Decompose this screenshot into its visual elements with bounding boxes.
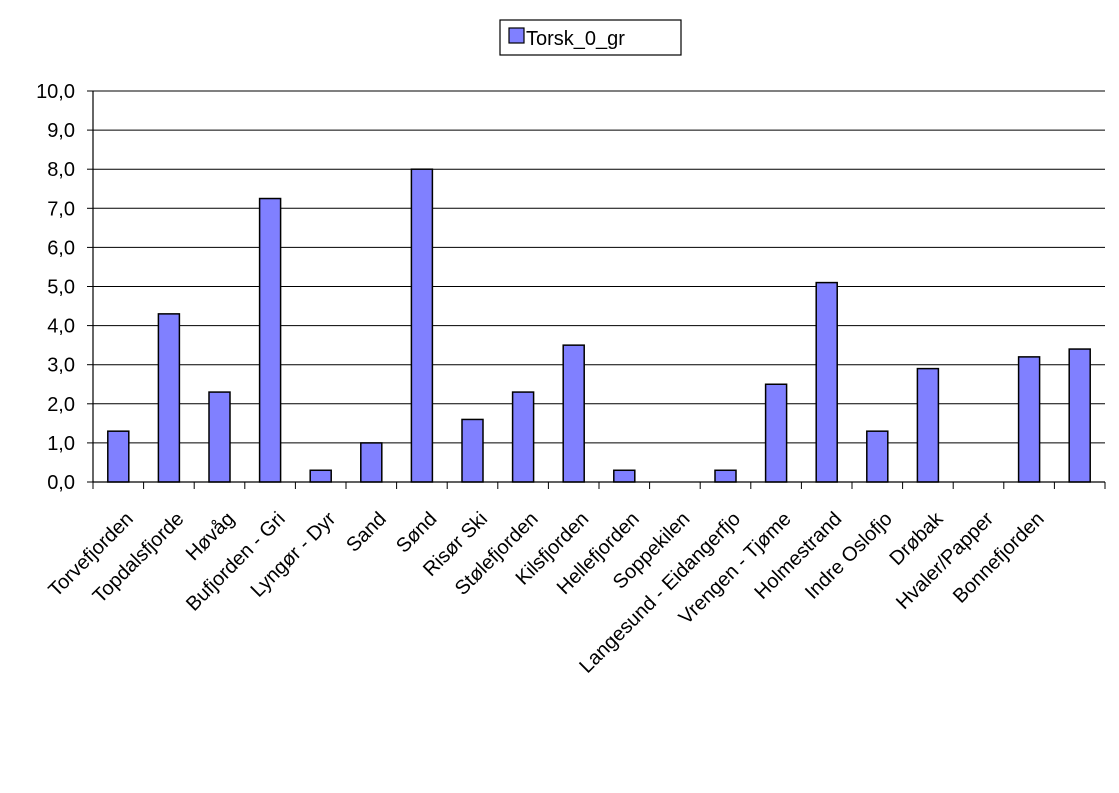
y-tick-label: 7,0: [47, 198, 75, 220]
bar: [360, 442, 383, 483]
bar: [1068, 348, 1091, 483]
bar: [208, 391, 231, 483]
bar: [866, 430, 889, 483]
x-axis: TorvefjordenTopdalsfjordeHøvågBufjorden …: [44, 481, 1106, 678]
bar: [1017, 356, 1041, 483]
bar: [107, 430, 130, 483]
bar: [157, 313, 181, 483]
y-tick-label: 9,0: [47, 120, 75, 142]
bar: [258, 197, 282, 483]
bar: [562, 344, 585, 483]
bar: [764, 383, 788, 483]
y-tick-label: 4,0: [47, 316, 75, 338]
x-tick-label: Sand: [342, 508, 391, 557]
legend-box: [499, 19, 682, 56]
bars: [107, 168, 1091, 483]
y-tick-label: 5,0: [47, 277, 75, 299]
bar: [461, 418, 484, 483]
bar: [511, 391, 535, 483]
y-tick-label: 0,0: [47, 472, 75, 494]
y-tick-label: 6,0: [47, 237, 75, 259]
y-axis: 0,0 1,0 2,0 3,0 4,0 5,0 6,0 7,0 8,0 9,0 10,0: [36, 81, 94, 494]
gridlines: [93, 90, 1105, 444]
x-tick-label: Topdalsfjorde: [89, 508, 189, 608]
y-tick-label: 10,0: [36, 81, 75, 103]
y-tick-label: 3,0: [47, 355, 75, 377]
bar: [613, 469, 636, 483]
bar: [309, 469, 332, 483]
bar: [410, 168, 434, 483]
y-tick-label: 8,0: [47, 159, 75, 181]
bar: [916, 367, 940, 483]
bar: [815, 281, 838, 483]
bar: [714, 469, 737, 483]
legend: Torsk_0_gr: [499, 19, 682, 56]
y-tick-label: 1,0: [47, 433, 75, 455]
y-tick-label: 2,0: [47, 394, 75, 416]
x-tick-label: Bonnefjorden: [949, 508, 1049, 608]
legend-swatch: [508, 27, 525, 44]
legend-label: Torsk_0_gr: [526, 28, 625, 50]
